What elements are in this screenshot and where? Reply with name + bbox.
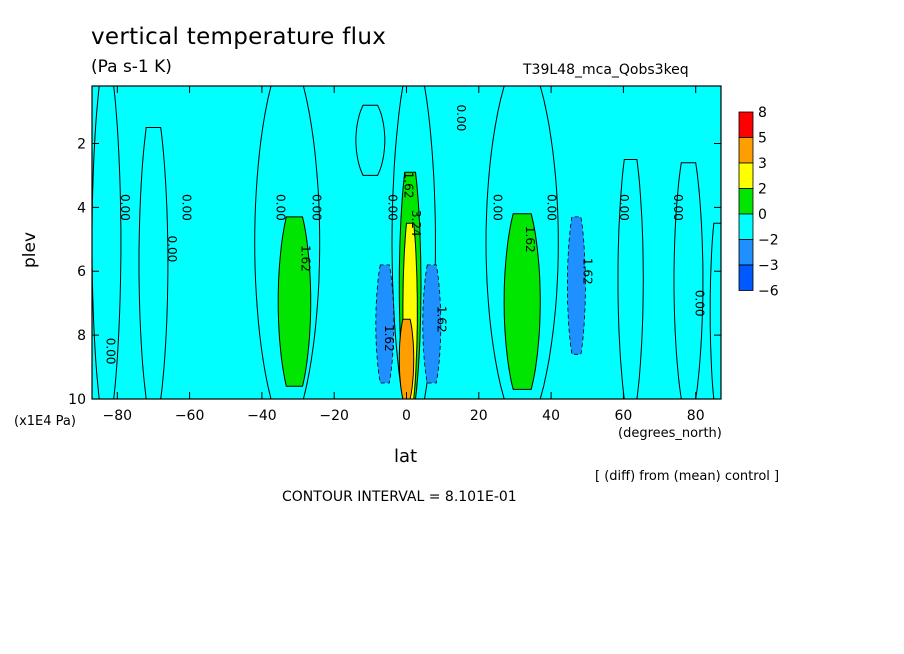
x-tick-label: −60 xyxy=(175,408,205,424)
contour-label: 1.62 xyxy=(523,226,537,253)
contour-label: 1.62 xyxy=(382,325,396,352)
x-axis: −80 −60 −40 −20 0 20 40 60 80 xyxy=(103,86,705,424)
contour-region xyxy=(375,264,395,384)
contour-region xyxy=(138,127,169,399)
legend-label: −3 xyxy=(758,258,779,274)
legend-label: 0 xyxy=(758,207,767,223)
legend-label: −2 xyxy=(758,233,779,249)
contour-region xyxy=(673,162,704,399)
contour-label: 0.00 xyxy=(273,194,287,221)
x-axis-label: lat xyxy=(394,446,418,467)
y-tick-label: 10 xyxy=(68,392,86,408)
legend-label: 5 xyxy=(758,131,767,147)
contour-label: 0.00 xyxy=(671,194,685,221)
diff-note: [ (diff) from (mean) control ] xyxy=(595,469,780,484)
contour-region xyxy=(355,104,386,176)
legend-swatch xyxy=(738,213,754,240)
y-axis-units: (x1E4 Pa) xyxy=(14,414,76,429)
legend-label: 8 xyxy=(758,105,767,121)
contour-label: 0.00 xyxy=(490,194,504,221)
contour-label: 0.00 xyxy=(118,194,132,221)
contour-label: 1.62 xyxy=(402,172,416,199)
run-label: T39L48_mca_Qobs3keq xyxy=(523,62,689,78)
legend-swatch xyxy=(738,239,754,266)
x-tick-label: 40 xyxy=(542,408,560,424)
legend-label: 3 xyxy=(758,156,767,172)
contour-interval: CONTOUR INTERVAL = 8.101E-01 xyxy=(282,489,517,505)
contour-label: 1.62 xyxy=(299,245,313,272)
contour-label: 0.00 xyxy=(617,194,631,221)
y-tick-label: 8 xyxy=(77,328,86,344)
x-tick-label: −20 xyxy=(319,408,349,424)
contour-label: 0.00 xyxy=(385,194,399,221)
y-axis: 2 4 6 8 10 xyxy=(68,136,721,408)
legend-label: −6 xyxy=(758,284,779,300)
contour-label: 0.00 xyxy=(693,290,707,317)
x-tick-label: 0 xyxy=(402,408,411,424)
x-tick-label: −80 xyxy=(103,408,133,424)
y-tick-label: 6 xyxy=(77,264,86,280)
contour-label: 0.00 xyxy=(104,338,118,365)
contour-label: 3.24 xyxy=(409,210,423,237)
contour-region xyxy=(398,318,415,399)
contour-label: 0.00 xyxy=(179,194,193,221)
contour-region xyxy=(503,213,541,390)
chart-title: vertical temperature flux xyxy=(91,24,387,50)
contour-label: 0.00 xyxy=(310,194,324,221)
x-tick-label: 60 xyxy=(614,408,632,424)
legend-swatch xyxy=(738,162,754,189)
legend-swatch xyxy=(738,137,754,164)
x-tick-label: 20 xyxy=(470,408,488,424)
x-tick-label: 80 xyxy=(687,408,705,424)
chart-units: (Pa s-1 K) xyxy=(91,57,172,77)
color-legend: 8 5 3 2 0 −2 −3 −6 xyxy=(738,105,779,300)
x-axis-units: (degrees_north) xyxy=(618,426,722,441)
x-tick-label: −40 xyxy=(247,408,277,424)
legend-swatch xyxy=(738,188,754,215)
contour-label: 0.00 xyxy=(165,236,179,263)
contour-region xyxy=(709,222,721,399)
contour-label: 0.00 xyxy=(454,105,468,132)
contour-region xyxy=(422,264,442,384)
contour-region xyxy=(277,216,312,387)
contour-label: 1.62 xyxy=(581,258,595,285)
contour-label: 0.00 xyxy=(545,194,559,221)
legend-swatch xyxy=(738,111,754,138)
plot-area: 0.00 0.000.000.00 0.001.620.001.623.240.00… xyxy=(92,86,721,399)
contour-region xyxy=(567,216,586,355)
contour-label: 1.62 xyxy=(434,306,448,333)
contour-region xyxy=(617,159,644,399)
legend-label: 2 xyxy=(758,182,767,198)
legend-swatch xyxy=(738,264,754,291)
y-tick-label: 2 xyxy=(77,136,86,152)
y-tick-label: 4 xyxy=(77,200,86,216)
